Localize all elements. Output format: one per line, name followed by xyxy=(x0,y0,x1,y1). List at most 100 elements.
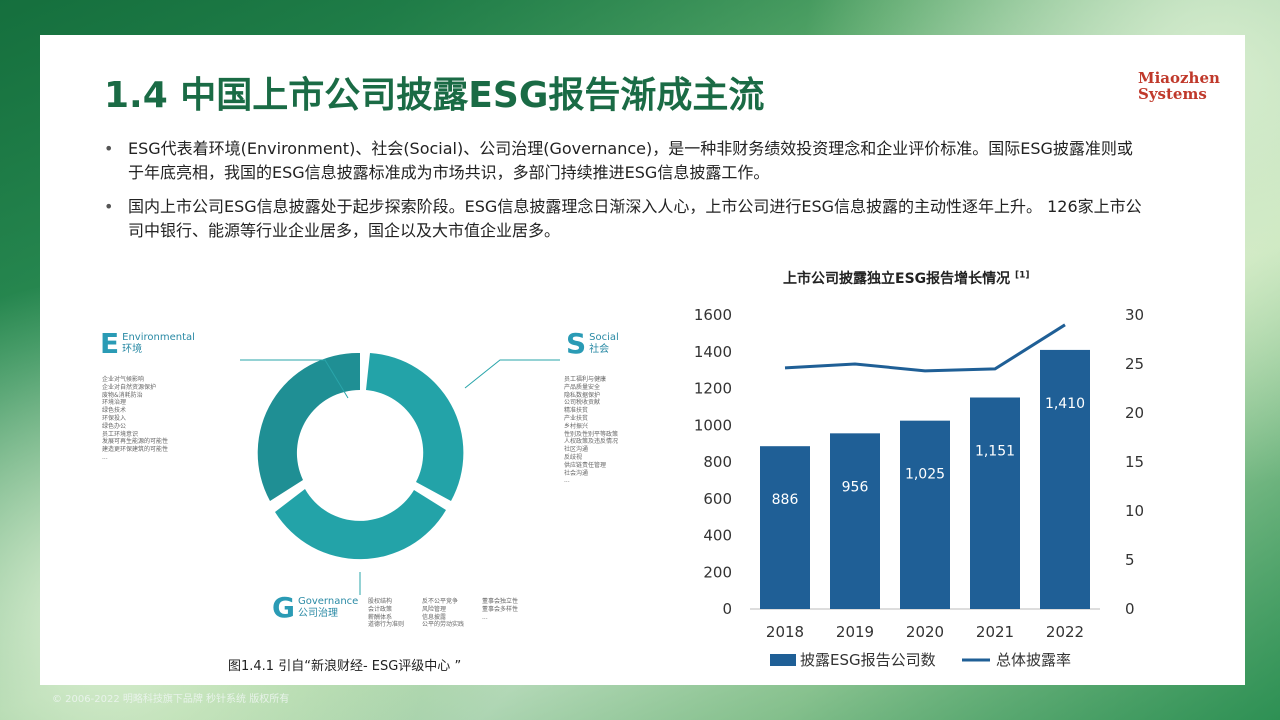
esg-s-item: 精准扶贫 xyxy=(564,407,589,415)
esg-e-item: 建造更环保建筑的可能性 xyxy=(102,446,169,454)
bullet-symbol: • xyxy=(104,197,114,216)
esg-s-label: Social 社会 xyxy=(589,332,619,356)
esg-g-item: 股权结构 xyxy=(368,598,393,605)
esg-s-item: 供应链责任管理 xyxy=(564,461,607,469)
esg-e-items: 企业对气候影响 企业对自然资源保护 废物&消耗防治 环境治理 绿色技术 环保投入 绿色办公员… xyxy=(102,376,168,462)
bar-data-label: 886 xyxy=(772,492,799,508)
chart-title-ref: [1] xyxy=(1015,270,1030,281)
esg-e-item: 发展可再生能源的可能性 xyxy=(102,438,169,446)
esg-g-label: Governance 公司治理 xyxy=(298,596,358,620)
esg-g-zh: 公司治理 xyxy=(297,608,338,619)
esg-diagram: E Environmental 环境 企业对气候影响 企业对自然资源保护 废物&消耗… xyxy=(90,310,650,660)
x-tick-label: 2019 xyxy=(836,623,874,641)
y-tick-left: 200 xyxy=(703,563,732,581)
esg-s-header: S Social 社会 xyxy=(566,330,619,358)
y-tick-right: 25 xyxy=(1125,355,1144,373)
ring-segment-governance xyxy=(275,489,446,560)
esg-ring-svg xyxy=(240,352,560,595)
esg-e-item: 环境治理 xyxy=(102,399,127,407)
esg-e-item: ... xyxy=(102,453,108,461)
y-tick-right: 20 xyxy=(1125,404,1144,422)
esg-s-items: 员工福利与健康 产品质量安全 隐私数据保护 公司税收贡献 精准扶贫 产业扶贫 乡村振兴 性别及… xyxy=(564,376,618,485)
esg-s-en: Social xyxy=(589,332,619,343)
bullet-text: 国内上市公司ESG信息披露处于起步探索阶段。ESG信息披露理念日渐深入人心，上市… xyxy=(128,197,1142,240)
esg-g-item: 董事会多样性 xyxy=(482,605,519,613)
y-tick-left: 400 xyxy=(703,527,732,545)
esg-g-en: Governance xyxy=(297,596,359,607)
connector-line xyxy=(240,359,349,399)
esg-s-item: 社区沟通 xyxy=(564,446,589,454)
esg-g-item: 薪酬体系 xyxy=(368,613,393,621)
esg-g-col2: 反不公平竞争 风险管理 信息披露 公平的劳动实践 xyxy=(422,598,464,629)
y-tick-right: 30 xyxy=(1125,306,1144,324)
esg-g-item: 信息披露 xyxy=(422,613,447,621)
esg-g-col1: 股权结构 会计政策 薪酬体系 道德行为准则 xyxy=(368,598,404,629)
esg-s-item: 社会沟通 xyxy=(564,469,589,477)
esg-g-item: 反不公平竞争 xyxy=(422,598,459,605)
x-tick-label: 2018 xyxy=(766,623,804,641)
y-tick-right: 0 xyxy=(1125,600,1135,618)
bar xyxy=(900,420,950,609)
esg-g-item: 道德行为准则 xyxy=(368,621,405,629)
esg-g-header: G Governance 公司治理 xyxy=(272,594,358,622)
esg-s-item: ... xyxy=(564,477,570,485)
chart-title-text: 上市公司披露独立ESG报告增长情况 xyxy=(783,271,1011,287)
bar xyxy=(760,446,810,609)
esg-e-item: 企业对自然资源保护 xyxy=(102,383,157,391)
esg-s-item: 性别及性别平等政策 xyxy=(564,430,619,438)
bullet-item: • ESG代表着环境(Environment)、社会(Social)、公司治理(… xyxy=(104,137,1144,185)
bar-data-label: 1,025 xyxy=(905,467,945,483)
y-tick-left: 1600 xyxy=(694,306,732,324)
esg-s-item: 公司税收贡献 xyxy=(564,399,601,407)
bar xyxy=(830,433,880,609)
esg-g-col3: 董事会独立性 董事会多样性... xyxy=(482,598,518,621)
esg-g-item: 风险管理 xyxy=(422,605,447,613)
y-tick-left: 1400 xyxy=(694,343,732,361)
esg-e-item: 员工环境意识 xyxy=(102,430,139,438)
esg-s-item: 反歧视 xyxy=(564,453,583,461)
esg-s-item: 产品质量安全 xyxy=(564,383,601,391)
esg-e-item: 企业对气候影响 xyxy=(102,376,145,383)
x-tick-label: 2021 xyxy=(976,623,1014,641)
footer-copyright: © 2006-2022 明略科技旗下品牌 秒针系统 版权所有 xyxy=(52,694,290,705)
chart-title: 上市公司披露独立ESG报告增长情况 [1] xyxy=(783,268,1030,288)
esg-e-item: 绿色办公 xyxy=(102,422,127,430)
y-tick-left: 0 xyxy=(722,600,732,618)
ring-segment-environment xyxy=(257,352,360,501)
bullet-list: • ESG代表着环境(Environment)、社会(Social)、公司治理(… xyxy=(104,137,1144,253)
esg-g-item: ... xyxy=(482,613,488,621)
bar-data-label: 1,410 xyxy=(1045,396,1085,412)
bullet-symbol: • xyxy=(104,139,114,158)
esg-e-header: E Environmental 环境 xyxy=(100,330,195,358)
x-tick-label: 2020 xyxy=(906,623,944,641)
esg-e-letter: E xyxy=(100,327,120,360)
esg-s-item: 人权政策及违反情况 xyxy=(564,438,619,446)
bullet-item: • 国内上市公司ESG信息披露处于起步探索阶段。ESG信息披露理念日渐深入人心，… xyxy=(104,195,1144,243)
esg-s-item: 乡村振兴 xyxy=(564,422,589,430)
esg-e-item: 绿色技术 xyxy=(102,407,127,415)
esg-e-zh: 环境 xyxy=(122,344,143,355)
connector-line xyxy=(464,359,560,389)
esg-g-item: 会计政策 xyxy=(368,605,393,613)
esg-e-label: Environmental 环境 xyxy=(122,332,195,356)
logo-line-2: Systems xyxy=(1138,85,1207,103)
esg-s-item: 隐私数据保护 xyxy=(564,391,601,399)
bullet-text: ESG代表着环境(Environment)、社会(Social)、公司治理(Go… xyxy=(128,139,1133,182)
esg-report-chart: 0 200 400 600 800 1000 1200 1400 1600 0 5 10 15 20 25 3… xyxy=(694,306,1144,669)
bar xyxy=(1040,349,1090,609)
y-tick-left: 1200 xyxy=(694,380,732,398)
bar-data-label: 956 xyxy=(842,479,869,495)
legend-label-line: 总体披露率 xyxy=(996,651,1071,669)
slide-title: 1.4 中国上市公司披露ESG报告渐成主流 xyxy=(104,75,765,116)
y-tick-right: 15 xyxy=(1125,453,1144,471)
y-tick-right: 10 xyxy=(1125,502,1144,520)
figure-caption: 图1.4.1 引自“新浪财经- ESG评级中心 ” xyxy=(228,659,462,674)
esg-s-item: 员工福利与健康 xyxy=(564,376,607,383)
line-series-disclosure-rate xyxy=(784,323,1066,373)
esg-g-letter: G xyxy=(272,591,295,624)
ring-segment-social xyxy=(366,353,464,501)
esg-e-item: 废物&消耗防治 xyxy=(102,391,143,399)
esg-s-zh: 社会 xyxy=(589,344,610,355)
esg-e-en: Environmental xyxy=(122,332,195,343)
logo-line-1: Miaozhen xyxy=(1138,69,1220,87)
